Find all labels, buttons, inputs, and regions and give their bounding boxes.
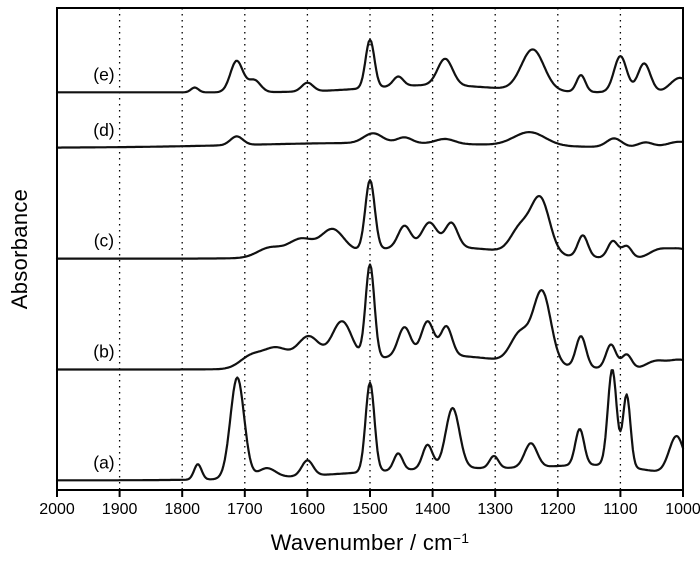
x-tick-label-1700: 1700 <box>227 501 263 518</box>
x-tick-label-1100: 1100 <box>603 501 638 518</box>
y-axis-label: Absorbance <box>7 188 32 310</box>
spectrum-trace-e <box>55 38 685 94</box>
spectrum-trace-a <box>55 369 685 482</box>
x-tick-label-2000: 2000 <box>39 501 75 518</box>
x-tick-label-1900: 1900 <box>102 501 138 518</box>
trace-label-a: (a) <box>93 452 114 472</box>
x-tick-label-1300: 1300 <box>477 501 513 518</box>
x-tick-label-1200: 1200 <box>540 501 576 518</box>
trace-label-d: (d) <box>93 120 114 140</box>
x-axis-label-superscript: −1 <box>452 530 470 546</box>
x-tick-label-1000: 1000 <box>665 501 700 518</box>
spectrum-trace-b <box>55 263 685 371</box>
x-tick-label-1400: 1400 <box>415 501 451 518</box>
x-tick-label-1800: 1800 <box>164 501 200 518</box>
trace-label-e: (e) <box>93 64 114 84</box>
x-tick-label-1500: 1500 <box>352 501 388 518</box>
x-tick-label-1600: 1600 <box>290 501 326 518</box>
trace-label-b: (b) <box>93 342 114 362</box>
x-axis-label-main: Wavenumber / cm <box>270 530 453 555</box>
spectrum-trace-d <box>55 131 685 149</box>
trace-label-c: (c) <box>94 231 114 251</box>
x-axis-label: Wavenumber / cm−1 <box>271 530 470 556</box>
spectrum-trace-c <box>55 179 685 260</box>
